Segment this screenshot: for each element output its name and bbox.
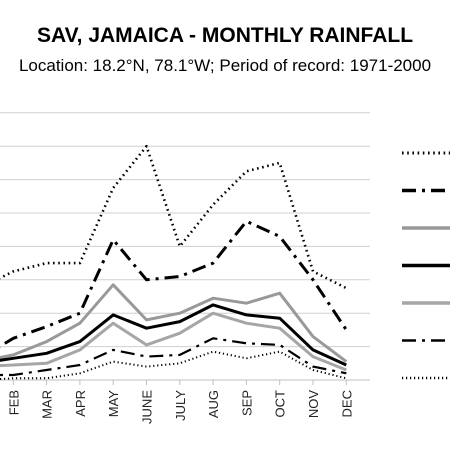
x-axis: JANFEBMARAPRMAYJUNEJULYAUGSEPOCTNOVDEC [0,379,370,424]
legend [402,151,450,380]
x-tick-label: NOV [306,390,321,419]
x-tick-label: MAR [40,390,55,419]
x-tick-label: AUG [206,390,221,418]
x-tick-label: DEC [339,390,354,417]
x-tick-label: JUNE [140,390,155,424]
series-line-1 [0,144,347,290]
x-tick-label: OCT [273,390,288,418]
x-tick-label: JULY [173,390,188,421]
series-line-3 [0,283,348,363]
series-line-2 [0,219,348,349]
chart-subtitle: Location: 18.2°N, 78.1°W; Period of reco… [18,56,432,75]
series-line-5 [0,311,347,372]
x-tick-label: FEB [6,390,21,415]
x-tick-label: APR [73,390,88,417]
gridlines [0,112,370,381]
x-tick-label: SEP [239,390,254,416]
chart-title: SAV, JAMAICA - MONTHLY RAINFALL [36,24,414,47]
series-line-6 [0,337,347,377]
series-lines [0,144,348,380]
series-line-4 [0,303,347,367]
series-line-7 [0,350,347,380]
x-tick-label: MAY [106,390,121,418]
